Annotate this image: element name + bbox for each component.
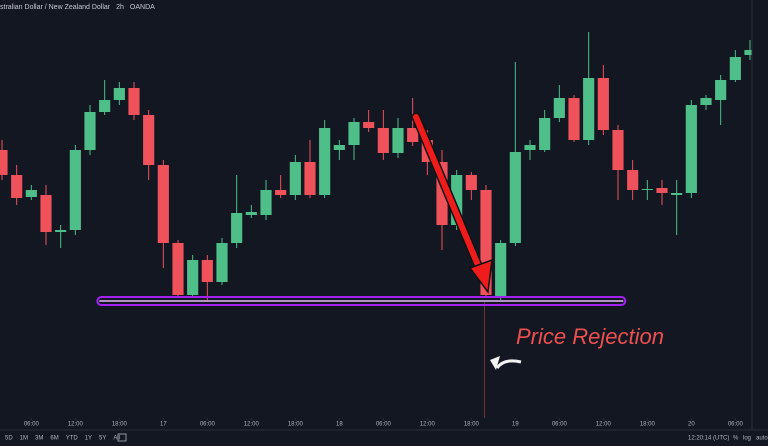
candle-body [319,128,331,195]
candle-body [216,243,228,282]
calendar-icon[interactable] [117,433,127,442]
range-button[interactable]: All [113,436,120,442]
curved-arrow [490,356,522,370]
candle-body [40,195,52,232]
clock: 12:20:14 (UTC) [688,436,729,442]
candle-body [25,190,37,197]
percent-toggle[interactable]: % [733,436,739,442]
toolbar: 5D 1M 3M 6M YTD 1Y 5Y All [5,436,120,442]
x-tick-label: 06:00 [376,422,392,428]
candle-body [436,162,448,225]
arrow [411,112,493,294]
candle-body [671,193,683,195]
x-tick-label: 12:00 [420,422,436,428]
range-button[interactable]: 1M [20,436,28,442]
candle-body [113,88,125,100]
candle-body [157,165,169,243]
candle-body [289,162,301,195]
x-tick-label: 12:00 [68,422,84,428]
x-tick-label: 18:00 [112,422,128,428]
x-tick-label: 06:00 [200,422,216,428]
candle-body [275,190,287,195]
candle-body [656,188,668,193]
candle-body [201,260,213,282]
interval: 2h [116,4,124,11]
candle-body [495,243,507,298]
support-glow [96,296,627,306]
candle-body [451,175,463,225]
candle-body [612,130,624,170]
candle-body [685,105,697,193]
candle-body [348,122,360,145]
candle-body [465,175,477,190]
range-button[interactable]: 5Y [99,436,106,442]
candle-body [539,118,551,150]
candles [0,32,756,300]
candle-body [700,98,712,105]
candle-body [304,162,316,195]
auto-toggle[interactable]: auto [756,436,768,442]
candle-body [744,50,756,55]
x-tick-label: 06:00 [552,422,568,428]
candle-body [407,128,419,142]
candle-body [69,150,81,230]
x-tick-label: 12:00 [596,422,612,428]
candle-body [597,78,609,130]
candle-body [11,175,23,198]
x-tick-label: 18:00 [464,422,480,428]
range-button[interactable]: 1Y [85,436,92,442]
candle-body [509,152,521,243]
candle-body [524,145,536,150]
candle-body [641,189,653,190]
x-tick-label: 19 [512,422,519,428]
x-tick-label: 18:00 [288,422,304,428]
candle-body [128,88,140,115]
candle-body [392,128,404,153]
candle-body [715,80,727,100]
range-button[interactable]: YTD [66,436,79,442]
candle-body [333,145,345,150]
x-tick-label: 12:00 [244,422,260,428]
candle-body [187,260,199,295]
symbol: stralian Dollar / New Zealand Dollar [0,4,111,11]
candle-body [480,190,492,295]
range-button[interactable]: 6M [50,436,58,442]
price-axis [752,0,768,430]
candle-body [583,78,595,140]
x-tick-label: 17 [160,422,167,428]
candle-body [143,115,155,165]
candle-body [553,98,565,118]
log-toggle[interactable]: log [743,436,751,442]
candle-body [260,190,272,215]
x-tick-label: 18:00 [640,422,656,428]
candle-body [377,128,389,153]
support-group [96,296,627,306]
candle-body [245,212,257,215]
candle-body [627,170,639,190]
candle-body [99,100,111,112]
source: OANDA [130,4,155,11]
candle-body [231,213,243,243]
x-tick-label: 06:00 [24,422,40,428]
candle-body [363,122,375,128]
candle-body [0,150,8,175]
x-tick-label: 18 [336,422,343,428]
candle-body [55,230,67,232]
candle-body [568,98,580,140]
candle-body [172,243,184,295]
candle-body [84,112,96,150]
x-tick-label: 06:00 [728,422,744,428]
range-button[interactable]: 3M [35,436,43,442]
candle-body [729,57,741,80]
x-tick-label: 20 [688,422,695,428]
annotation: Price Rejection [516,324,664,349]
range-button[interactable]: 5D [5,436,13,442]
